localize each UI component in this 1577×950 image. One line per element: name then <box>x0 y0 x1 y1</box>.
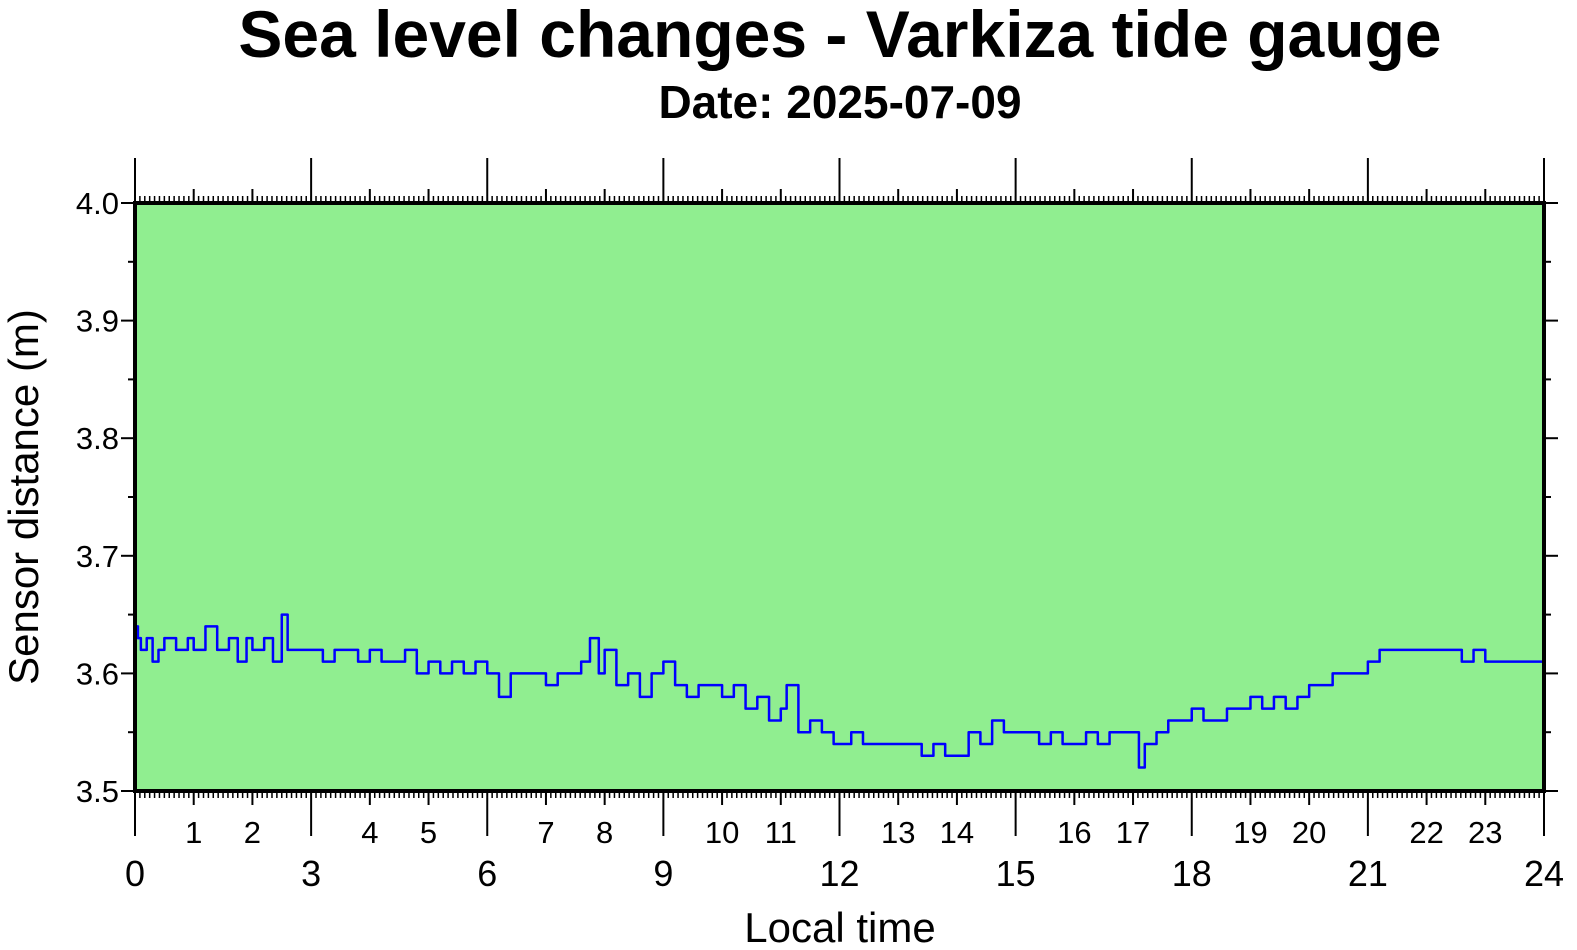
x-major-label: 0 <box>125 853 145 894</box>
x-hour-label: 1 <box>185 815 202 850</box>
x-major-label: 12 <box>819 853 859 894</box>
x-major-label: 24 <box>1524 853 1564 894</box>
x-hour-label: 10 <box>705 815 739 850</box>
x-major-label: 9 <box>653 853 673 894</box>
y-tick-label: 3.9 <box>76 304 119 339</box>
x-hour-label: 5 <box>420 815 437 850</box>
x-hour-label: 14 <box>940 815 974 850</box>
y-tick-label: 3.5 <box>76 774 119 809</box>
x-major-label: 3 <box>301 853 321 894</box>
x-major-label: 18 <box>1172 853 1212 894</box>
x-hour-label: 23 <box>1468 815 1502 850</box>
x-hour-label: 19 <box>1233 815 1267 850</box>
x-axis-major-tick-labels: 0 3 6 9 12 15 18 21 24 <box>125 853 1564 894</box>
x-hour-label: 2 <box>244 815 261 850</box>
x-hour-label: 17 <box>1116 815 1150 850</box>
x-major-label: 6 <box>477 853 497 894</box>
axis-ticks <box>121 158 1558 836</box>
y-axis-label: Sensor distance (m) <box>0 309 47 685</box>
y-tick-label: 3.7 <box>76 539 119 574</box>
x-hour-label: 4 <box>361 815 378 850</box>
y-tick-label: 3.6 <box>76 656 119 691</box>
y-tick-label: 4.0 <box>76 186 119 221</box>
x-hour-label: 22 <box>1409 815 1443 850</box>
chart-title: Sea level changes - Varkiza tide gauge <box>238 0 1441 71</box>
plot-area <box>135 203 1544 791</box>
x-hour-label: 8 <box>596 815 613 850</box>
x-hour-label: 7 <box>537 815 554 850</box>
x-major-label: 15 <box>996 853 1036 894</box>
x-axis-minor-tick-labels: 1 2 4 5 7 8 10 11 13 14 16 17 19 20 22 23 <box>185 815 1502 850</box>
x-hour-label: 11 <box>765 815 797 850</box>
y-tick-label: 3.8 <box>76 421 119 456</box>
x-axis-label: Local time <box>744 904 935 950</box>
y-axis-tick-labels: 3.5 3.6 3.7 3.8 3.9 4.0 <box>76 186 119 809</box>
chart-subtitle: Date: 2025-07-09 <box>658 76 1021 128</box>
sea-level-series-line <box>135 613 1546 769</box>
x-major-label: 21 <box>1348 853 1388 894</box>
x-hour-label: 16 <box>1057 815 1091 850</box>
x-hour-label: 20 <box>1292 815 1326 850</box>
plot-frame <box>133 201 1546 793</box>
x-hour-label: 13 <box>881 815 915 850</box>
